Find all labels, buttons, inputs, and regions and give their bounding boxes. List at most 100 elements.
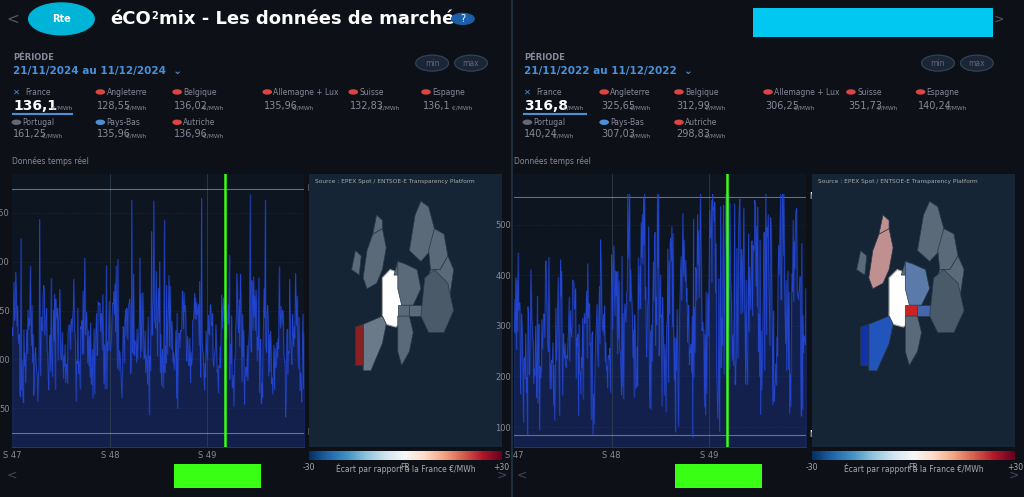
Text: Rte: Rte — [52, 14, 71, 24]
Text: ‹ 22h ›: ‹ 22h › — [700, 471, 737, 481]
Text: Allemagne + Lux: Allemagne + Lux — [273, 88, 339, 97]
Text: 135,96: 135,96 — [97, 129, 131, 139]
Text: Allemagne + Lux: Allemagne + Lux — [774, 88, 840, 97]
Polygon shape — [934, 256, 965, 311]
Polygon shape — [394, 261, 406, 275]
Text: >: > — [993, 12, 1004, 25]
Text: Données temps réel: Données temps réel — [12, 156, 89, 166]
Text: min: min — [931, 59, 945, 68]
Text: 21/11/2024 au 11/12/2024  ⌄: 21/11/2024 au 11/12/2024 ⌄ — [13, 66, 182, 76]
Text: €/MWh: €/MWh — [563, 105, 584, 110]
Text: €/MWh: €/MWh — [452, 105, 472, 110]
Text: France: France — [26, 88, 51, 97]
Text: Suisse: Suisse — [857, 88, 882, 97]
Text: 135,96: 135,96 — [264, 101, 298, 111]
Polygon shape — [930, 269, 965, 332]
Polygon shape — [889, 269, 922, 327]
Polygon shape — [355, 324, 364, 365]
Polygon shape — [351, 250, 361, 275]
Text: 132,83: 132,83 — [350, 101, 384, 111]
Polygon shape — [918, 201, 944, 261]
Text: 325,65: 325,65 — [601, 101, 635, 111]
Text: 312,99: 312,99 — [676, 101, 710, 111]
Polygon shape — [410, 305, 425, 316]
Text: €/MWh: €/MWh — [42, 133, 62, 138]
Polygon shape — [905, 305, 918, 316]
Text: Écart par rapport à la France €/MWh: Écart par rapport à la France €/MWh — [336, 464, 475, 474]
Polygon shape — [397, 316, 414, 365]
Text: €/MWh: €/MWh — [553, 133, 573, 138]
Text: MIN: MIN — [809, 430, 823, 439]
Text: €/MWh: €/MWh — [877, 105, 897, 110]
FancyBboxPatch shape — [667, 463, 771, 489]
Text: <: < — [6, 11, 18, 26]
Text: ‹ 22h ›: ‹ 22h › — [199, 471, 236, 481]
FancyBboxPatch shape — [165, 463, 269, 489]
Polygon shape — [905, 316, 922, 365]
Text: 351,73: 351,73 — [848, 101, 882, 111]
Text: 140,24: 140,24 — [918, 101, 951, 111]
Polygon shape — [364, 229, 386, 289]
Text: 136,02: 136,02 — [174, 101, 208, 111]
Text: ✕  Comparer deux périodes: ✕ Comparer deux périodes — [793, 17, 953, 28]
Text: Belgique: Belgique — [685, 88, 719, 97]
Polygon shape — [901, 261, 913, 275]
Polygon shape — [938, 229, 958, 269]
Text: ?: ? — [460, 14, 466, 24]
Text: €/MWh: €/MWh — [126, 105, 146, 110]
FancyBboxPatch shape — [733, 6, 1013, 40]
Polygon shape — [879, 215, 889, 234]
Text: MAX: MAX — [307, 184, 325, 193]
Text: 298,83: 298,83 — [676, 129, 710, 139]
Text: France: France — [537, 88, 562, 97]
Polygon shape — [425, 256, 454, 311]
Text: min: min — [425, 59, 439, 68]
Text: Source : EPEX Spot / ENTSOE-E Transparency Platform: Source : EPEX Spot / ENTSOE-E Transparen… — [315, 179, 475, 184]
Text: €/MWh: €/MWh — [203, 133, 223, 138]
Text: €/MWh: €/MWh — [705, 133, 725, 138]
Text: Espagne: Espagne — [927, 88, 959, 97]
Text: >: > — [497, 468, 507, 481]
Polygon shape — [397, 261, 421, 305]
Text: 306,25: 306,25 — [765, 101, 799, 111]
Text: Angleterre: Angleterre — [106, 88, 147, 97]
Text: €/MWh: €/MWh — [946, 105, 967, 110]
Polygon shape — [382, 269, 414, 327]
Text: Autriche: Autriche — [183, 118, 216, 127]
Polygon shape — [429, 229, 447, 269]
Text: Autriche: Autriche — [685, 118, 718, 127]
Text: mix - Les données de marché: mix - Les données de marché — [159, 10, 454, 28]
Text: 2: 2 — [152, 11, 159, 21]
Polygon shape — [421, 269, 454, 332]
Text: PÉRIODE: PÉRIODE — [13, 53, 54, 62]
Text: Données temps réel: Données temps réel — [514, 156, 591, 166]
Text: 136,96: 136,96 — [174, 129, 208, 139]
Text: Pays-Bas: Pays-Bas — [610, 118, 644, 127]
Text: 140,24: 140,24 — [524, 129, 558, 139]
Text: 316,8: 316,8 — [524, 99, 568, 113]
Polygon shape — [868, 229, 893, 289]
Text: >: > — [1009, 468, 1019, 481]
Polygon shape — [861, 324, 868, 365]
Polygon shape — [905, 261, 930, 305]
Text: Belgique: Belgique — [183, 88, 217, 97]
Text: €/MWh: €/MWh — [630, 105, 650, 110]
Text: 307,03: 307,03 — [601, 129, 635, 139]
Text: Espagne: Espagne — [432, 88, 465, 97]
Text: €/MWh: €/MWh — [794, 105, 814, 110]
Text: 161,25: 161,25 — [13, 129, 47, 139]
Text: 136,1: 136,1 — [13, 99, 57, 113]
Text: <: < — [517, 468, 527, 481]
Text: Portugal: Portugal — [23, 118, 54, 127]
Polygon shape — [410, 201, 434, 261]
Text: 136,1: 136,1 — [423, 101, 451, 111]
Text: Pays-Bas: Pays-Bas — [106, 118, 140, 127]
Text: éCO: éCO — [111, 10, 152, 28]
Text: €/MWh: €/MWh — [379, 105, 399, 110]
Text: €/MWh: €/MWh — [126, 133, 146, 138]
Text: max: max — [463, 59, 479, 68]
Text: €/MWh: €/MWh — [293, 105, 313, 110]
Text: €/MWh: €/MWh — [52, 105, 73, 110]
Text: Suisse: Suisse — [359, 88, 384, 97]
Polygon shape — [918, 305, 934, 316]
